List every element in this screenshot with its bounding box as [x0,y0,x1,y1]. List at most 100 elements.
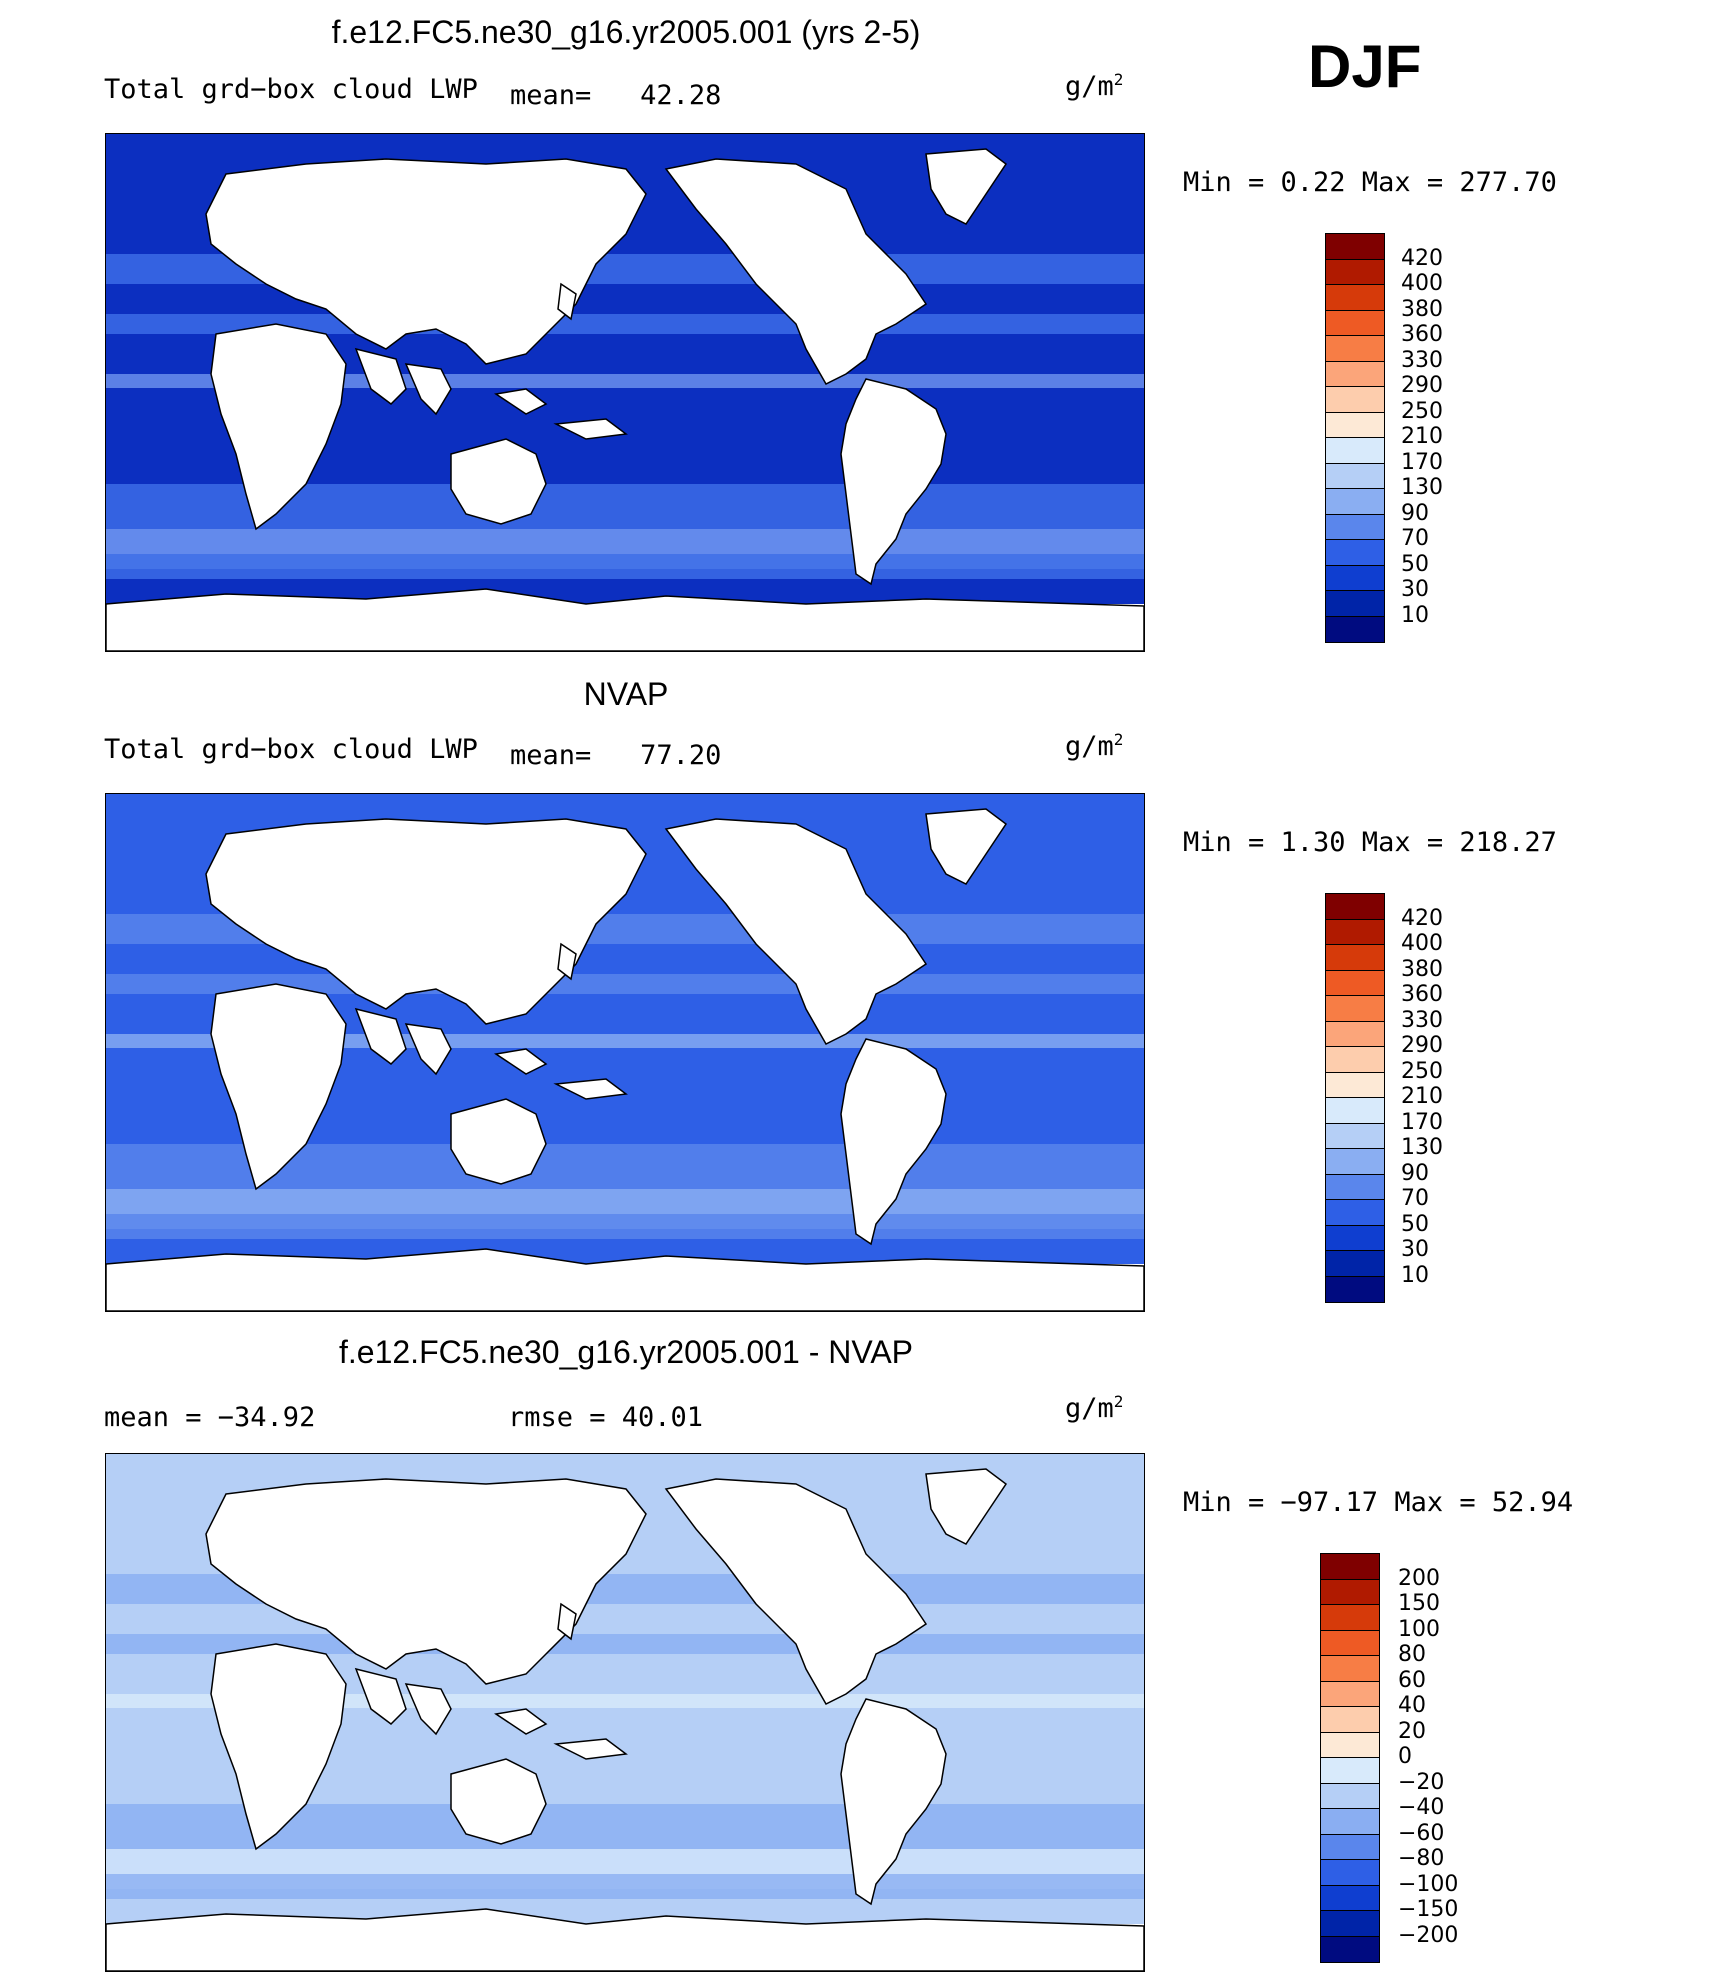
continent-outline [354,1667,407,1725]
panel1-units: g/m2 [1065,70,1123,102]
colorbar-swatch [1321,1834,1379,1860]
panel2-minmax: Min = 1.30 Max = 218.27 [1183,827,1557,858]
panel1-title: f.e12.FC5.ne30_g16.yr2005.001 (yrs 2-5) [331,14,921,50]
colorbar-tick-label: 50 [1401,551,1429,577]
colorbar-swatch [1326,1149,1384,1175]
colorbar-swatch [1326,565,1384,591]
panel3-mean: mean = −34.92 [104,1402,316,1433]
colorbar-swatch [1326,1072,1384,1098]
colorbar-tick-label: 80 [1398,1642,1426,1667]
continent-outline [925,1468,1008,1545]
field-band [106,1214,1144,1239]
field-band [106,554,1144,579]
colorbar-swatch [1326,540,1384,566]
colorbar-tick-label: 70 [1401,1186,1429,1211]
panel1-colorbar-swatches [1325,233,1385,643]
panel3-rmse: rmse = 40.01 [508,1402,704,1433]
panel1-map [105,133,1145,652]
colorbar-swatch [1321,1885,1379,1911]
colorbar-swatch [1326,336,1384,362]
panel3-units: g/m2 [1065,1392,1123,1424]
colorbar-tick-label: 90 [1401,500,1429,526]
panel3-colorbar: 200 150 100 80 60 40 20 0 −20 −40 −60 −80 −100 −150 −2… [1320,1553,1458,1963]
season-label: DJF [1308,33,1422,100]
colorbar-tick-label: 10 [1401,1262,1429,1288]
colorbar-tick-label: 60 [1398,1667,1426,1693]
continent-outline [106,1908,1144,1971]
colorbar-tick-label: 290 [1401,1033,1443,1058]
colorbar-tick-label: 200 [1398,1565,1440,1591]
continent-outline [840,1698,947,1906]
colorbar-swatch [1321,1936,1379,1962]
panel1-minmax: Min = 0.22 Max = 277.70 [1183,167,1557,198]
colorbar-tick-label: −150 [1398,1897,1459,1922]
continent-outline [210,323,347,531]
colorbar-swatch [1326,1276,1384,1302]
continent-outline [494,1048,548,1075]
colorbar-swatch [1326,1200,1384,1226]
continent-outline [205,158,647,365]
panel2-title: NVAP [583,676,669,712]
panel2-mean: mean= 77.20 [510,740,721,771]
panel3-title: f.e12.FC5.ne30_g16.yr2005.001 - NVAP [339,1334,913,1370]
colorbar-swatch [1321,1911,1379,1937]
colorbar-swatch [1326,387,1384,413]
continent-outline [450,1098,547,1185]
panel1-variable-label: Total grd−box cloud LWP [104,74,478,105]
colorbar-tick-label: 330 [1401,347,1443,373]
colorbar-swatch [1326,259,1384,285]
continent-outline [205,818,647,1025]
colorbar-tick-label: −20 [1398,1769,1445,1795]
colorbar-tick-label: 50 [1401,1211,1429,1237]
colorbar-swatch [1321,1656,1379,1682]
colorbar-tick-label: 400 [1401,271,1443,296]
colorbar-swatch [1326,945,1384,971]
colorbar-swatch [1321,1554,1379,1580]
colorbar-tick-label: 250 [1401,398,1443,424]
continent-outline [553,1738,628,1760]
colorbar-swatch [1321,1681,1379,1707]
panel2-map [105,793,1145,1312]
colorbar-tick-label: 150 [1398,1591,1440,1616]
colorbar-tick-label: 30 [1401,577,1429,602]
colorbar-swatch [1326,894,1384,920]
colorbar-swatch [1326,616,1384,642]
panel3-colorbar-swatches [1320,1553,1380,1963]
panel3-units-exp: 2 [1113,1392,1124,1411]
panel1-mean-value: 42.28 [640,80,722,111]
colorbar-tick-label: 250 [1401,1058,1443,1084]
colorbar-tick-label: 20 [1398,1718,1426,1744]
continent-outline [553,418,628,440]
continent-outline [205,1478,647,1685]
continent-outline [557,942,577,981]
field-band [106,1874,1144,1899]
colorbar-tick-label: 10 [1401,602,1429,628]
panel1-mean-label: mean= [510,80,592,111]
colorbar-tick-label: 30 [1401,1237,1429,1262]
colorbar-swatch [1321,1783,1379,1809]
colorbar-swatch [1326,310,1384,336]
continent-outline [404,1683,452,1736]
colorbar-swatch [1321,1707,1379,1733]
colorbar-swatch [1326,438,1384,464]
continent-outline [664,1478,928,1705]
colorbar-swatch [1326,919,1384,945]
panel1-colorbar: 420 400 380 360 330 290 250 210 170 130 90 70 50 30 10 [1325,233,1443,643]
colorbar-tick-label: 170 [1401,449,1443,475]
panel1-units-base: g/m [1065,71,1114,102]
colorbar-swatch [1326,996,1384,1022]
continent-outline [404,363,452,416]
colorbar-swatch [1321,1758,1379,1784]
panel3-minmax: Min = −97.17 Max = 52.94 [1183,1487,1574,1518]
colorbar-swatch [1326,514,1384,540]
continent-outline [106,588,1144,651]
continent-outline [210,983,347,1191]
colorbar-swatch [1326,1251,1384,1277]
panel2-units-base: g/m [1065,731,1114,762]
colorbar-swatch [1326,1123,1384,1149]
continent-outline [557,282,577,321]
colorbar-swatch [1326,412,1384,438]
continent-outline [553,1078,628,1100]
colorbar-tick-label: 130 [1401,1135,1443,1160]
colorbar-swatch [1326,1225,1384,1251]
